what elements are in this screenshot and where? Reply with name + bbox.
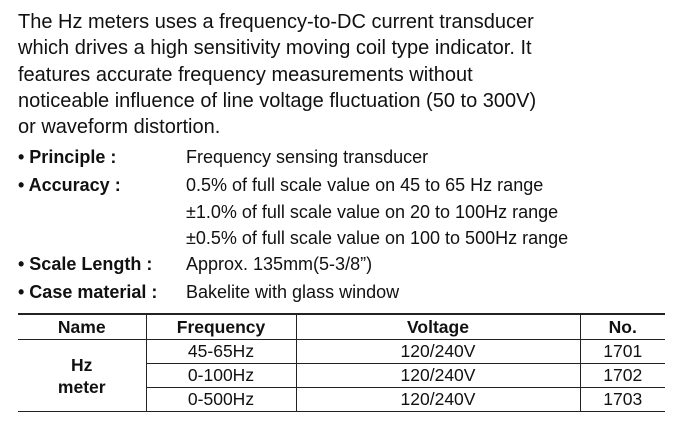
table-row: Hz meter 45-65Hz 120/240V 1701 (18, 339, 665, 412)
header-no: No. (579, 313, 665, 340)
name-cell: Hz meter (18, 339, 146, 412)
header-frequency: Frequency (145, 313, 296, 340)
voltage-cell: 120/240V (295, 387, 580, 412)
spec-value: 0.5% of full scale value on 45 to 65 Hz … (186, 175, 544, 195)
frequency-cell: 45-65Hz (145, 339, 296, 364)
spec-value: ±0.5% of full scale value on 100 to 500H… (186, 228, 569, 248)
intro-line: features accurate frequency measurements… (18, 63, 473, 86)
header-name: Name (18, 313, 146, 340)
intro-line: or waveform distortion. (18, 116, 221, 139)
frequency-cell: 0-100Hz (145, 363, 296, 388)
name-line: meter (57, 376, 106, 397)
header-voltage: Voltage (295, 313, 580, 340)
intro-line: The Hz meters uses a frequency-to-DC cur… (18, 11, 534, 33)
spec-label: • Scale Length : (18, 254, 153, 274)
spec-value: Bakelite with glass window (186, 282, 400, 302)
spec-value: Frequency sensing transducer (186, 147, 429, 167)
intro-paragraph: The Hz meters uses a frequency-to-DC cur… (18, 9, 675, 140)
name-line: Hz (71, 354, 93, 375)
number-cell: 1703 (579, 387, 665, 412)
number-cell: 1702 (579, 363, 665, 388)
spec-label: • Case material : (18, 282, 158, 302)
spec-value: ±1.0% of full scale value on 20 to 100Hz… (186, 202, 559, 222)
spec-label: • Principle : (18, 147, 117, 167)
spec-label: • Accuracy : (18, 175, 121, 195)
intro-line: noticeable influence of line voltage flu… (18, 89, 537, 112)
models-table: Name Frequency Voltage No. Hz meter 45-65… (18, 313, 665, 412)
voltage-cell: 120/240V (295, 339, 580, 364)
frequency-cell: 0-500Hz (145, 387, 296, 412)
table-row: 0-100Hz 120/240V 1702 (18, 363, 665, 388)
table-header: Name Frequency Voltage No. (18, 313, 665, 340)
number-cell: 1701 (579, 339, 665, 364)
table-row: 0-500Hz 120/240V 1703 (18, 387, 665, 412)
voltage-cell: 120/240V (295, 363, 580, 388)
intro-line: which drives a high sensitivity moving c… (18, 37, 532, 60)
spec-value: Approx. 135mm(5-3/8”) (186, 254, 373, 274)
